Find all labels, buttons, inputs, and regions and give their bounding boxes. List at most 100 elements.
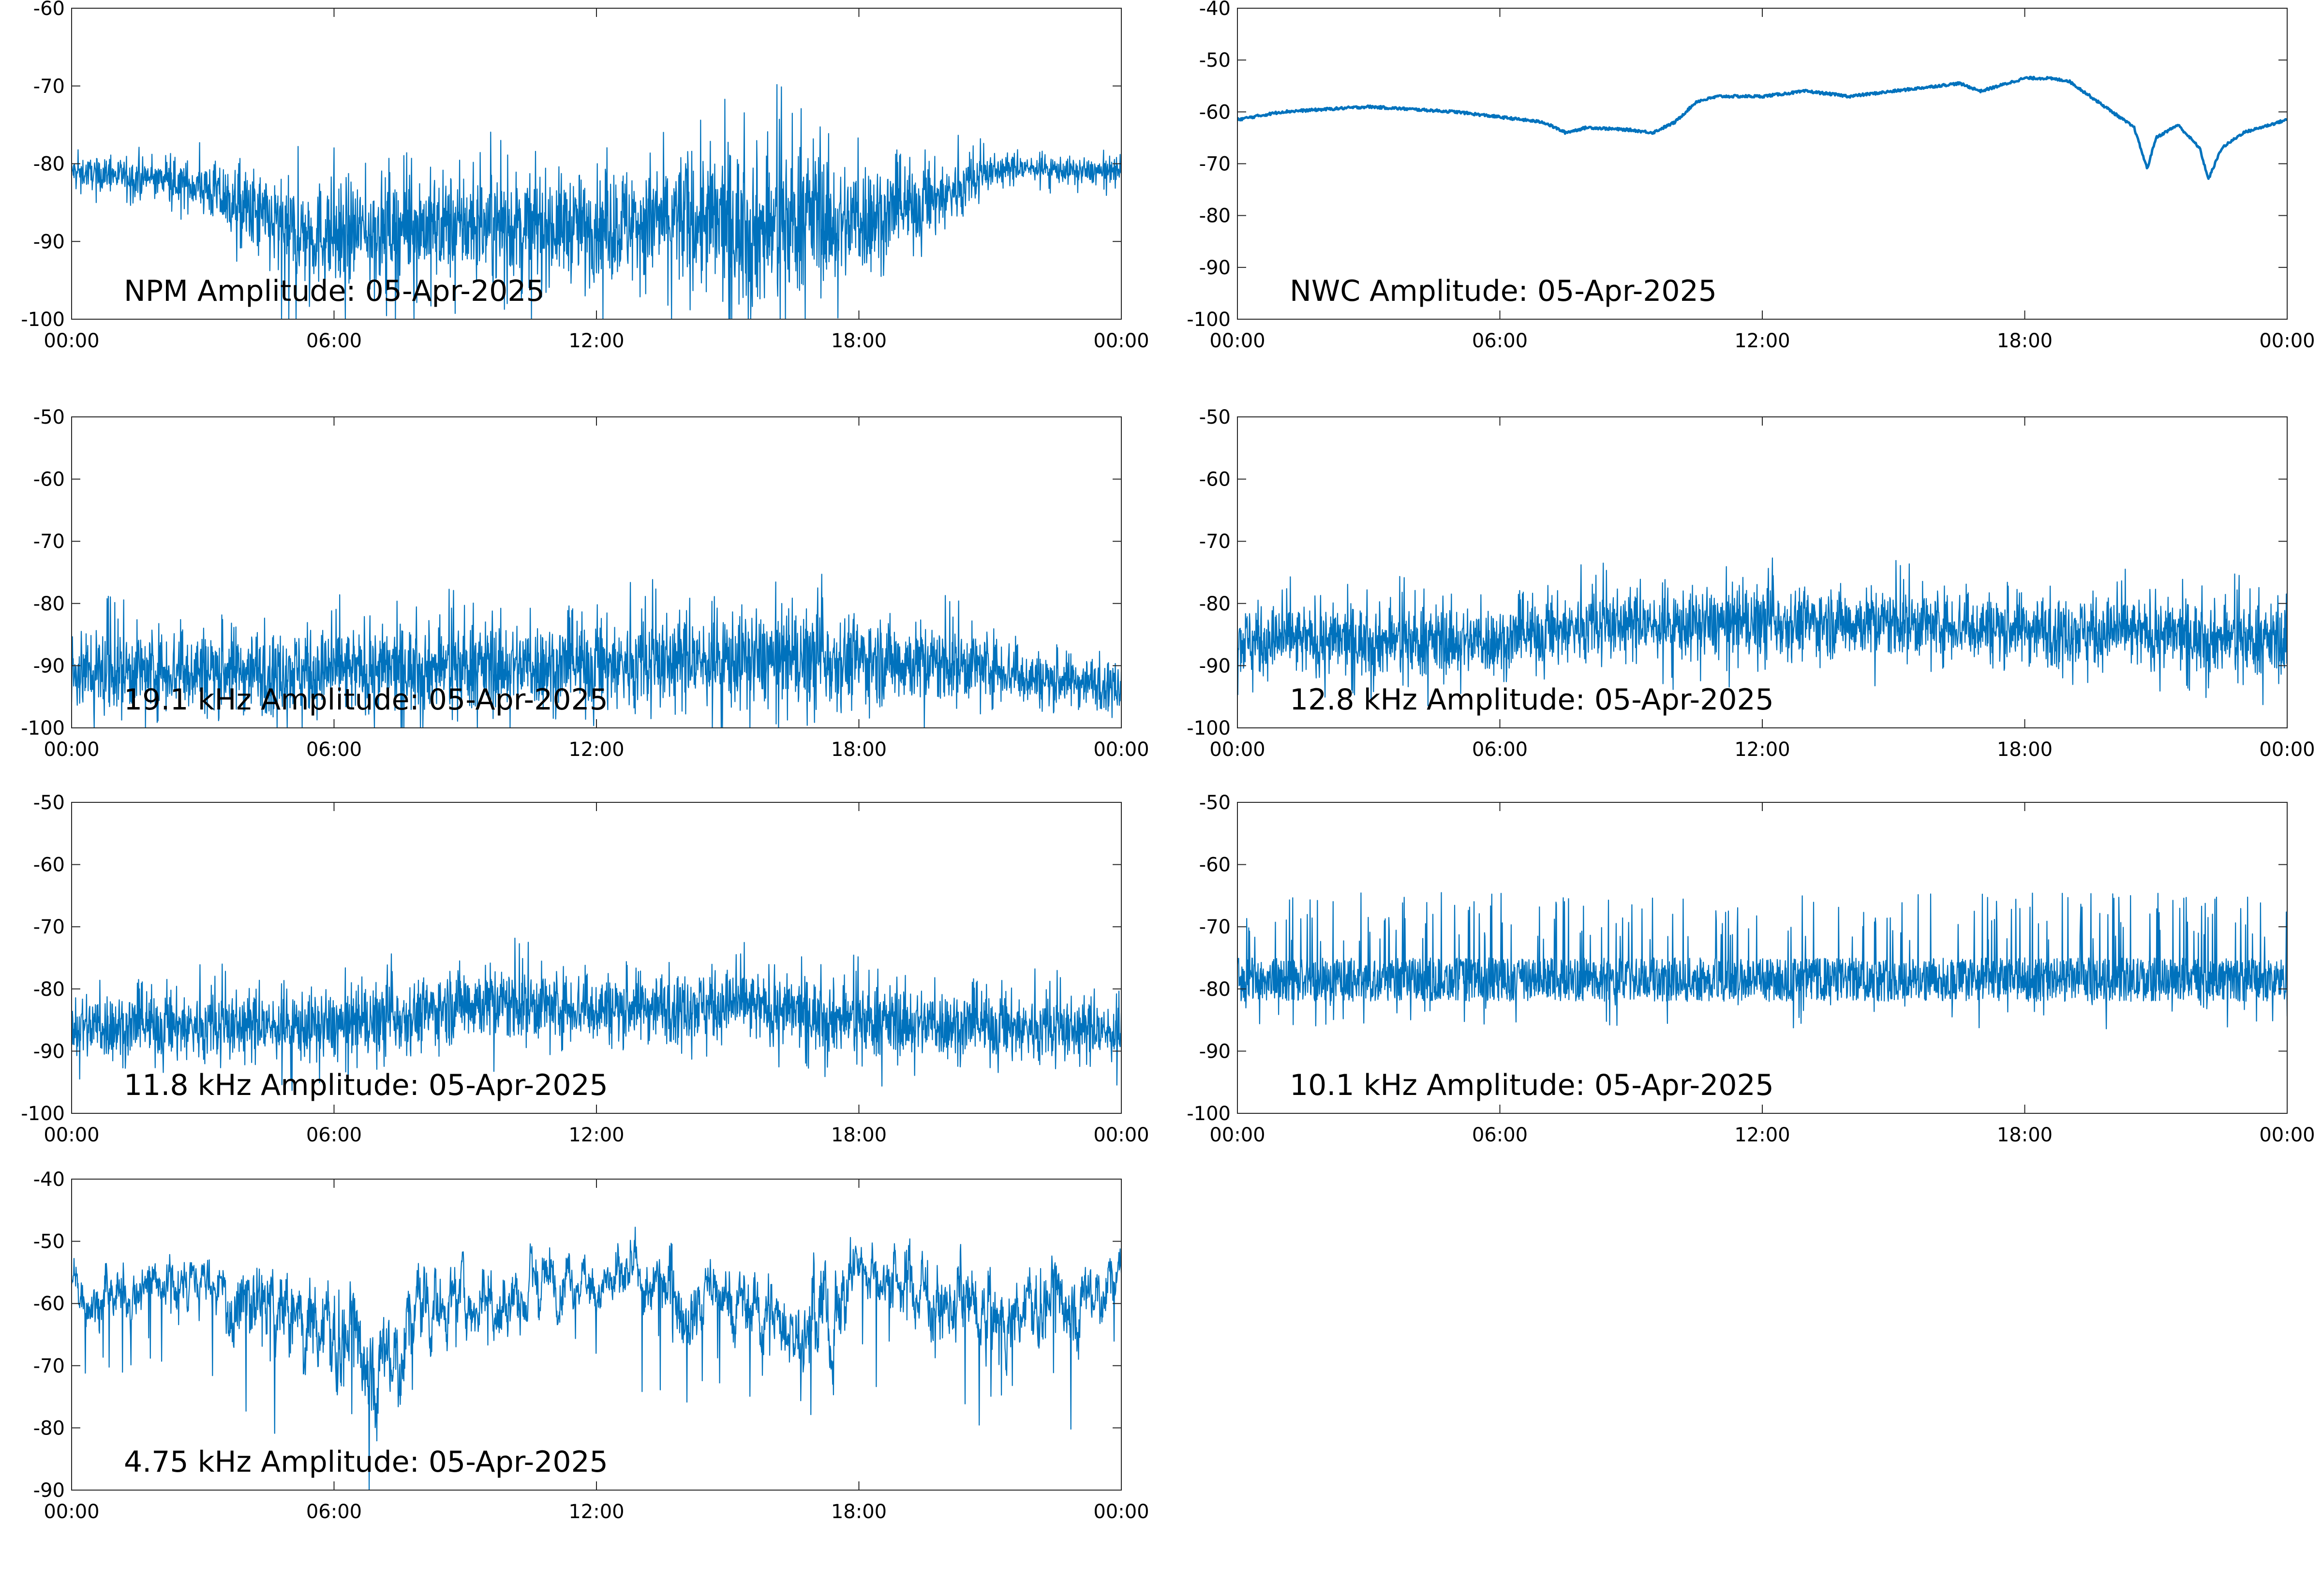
y-tick-label: -60 <box>33 0 65 20</box>
y-tick-label: -100 <box>1187 717 1231 739</box>
x-tick-label: 00:00 <box>2259 739 2315 761</box>
y-tick-label: -60 <box>33 854 65 876</box>
x-tick-label: 06:00 <box>1472 330 1528 352</box>
x-tick-label: 00:00 <box>1093 1124 1149 1146</box>
y-tick-label: -90 <box>1199 655 1231 677</box>
y-tick-label: -50 <box>33 792 65 814</box>
y-tick-label: -70 <box>33 916 65 938</box>
y-tick-label: -50 <box>1199 406 1231 429</box>
chart-panel: 00:00 06:00 12:00 18:00 00:00-100-90-80-70-6… <box>1187 406 2315 761</box>
axes-frame <box>1237 802 2288 1114</box>
y-tick-label: -100 <box>21 1103 65 1125</box>
x-tick-label: 06:00 <box>1472 739 1528 761</box>
y-tick-label: -80 <box>33 1417 65 1439</box>
chart-panel: 00:00 06:00 12:00 18:00 00:00-100-90-80-70-6… <box>21 0 1149 352</box>
y-tick-label: -90 <box>33 231 65 253</box>
x-tick-label: 12:00 <box>568 1501 624 1523</box>
y-tick-label: -60 <box>33 1293 65 1315</box>
x-tick-label: 12:00 <box>568 739 624 761</box>
chart-panel: 00:00 06:00 12:00 18:00 00:00-100-90-80-70-6… <box>1187 0 2315 352</box>
x-tick-label: 00:00 <box>1093 739 1149 761</box>
x-tick-label: 12:00 <box>568 1124 624 1146</box>
y-tick-label: -80 <box>1199 978 1231 1001</box>
x-tick-label: 06:00 <box>306 739 362 761</box>
x-tick-label: 00:00 <box>1093 1501 1149 1523</box>
y-tick-label: -60 <box>1199 101 1231 123</box>
x-tick-label: 18:00 <box>1997 1124 2053 1146</box>
x-tick-label: 00:00 <box>2259 330 2315 352</box>
x-tick-label: 18:00 <box>1997 330 2053 352</box>
axes-frame <box>1237 416 2288 728</box>
x-tick-label: 18:00 <box>1997 739 2053 761</box>
y-tick-label: -100 <box>21 717 65 739</box>
y-tick-label: -60 <box>33 469 65 491</box>
x-tick-label: 18:00 <box>831 1501 887 1523</box>
x-tick-label: 12:00 <box>1734 330 1790 352</box>
y-tick-label: -70 <box>33 75 65 98</box>
x-tick-label: 00:00 <box>2259 1124 2315 1146</box>
series-line <box>1237 892 2287 1030</box>
chart-panel: 00:00 06:00 12:00 18:00 00:00-100-90-80-70-6… <box>1187 792 2315 1146</box>
y-tick-label: -90 <box>1199 1040 1231 1063</box>
x-tick-label: 18:00 <box>831 739 887 761</box>
x-tick-label: 00:00 <box>1209 330 1265 352</box>
y-tick-label: -70 <box>33 531 65 553</box>
y-tick-label: -90 <box>33 1040 65 1063</box>
x-tick-label: 00:00 <box>1093 330 1149 352</box>
chart-panel: 00:00 06:00 12:00 18:00 00:00-90-80-70-60-50… <box>33 1168 1149 1523</box>
y-tick-label: -50 <box>1199 792 1231 814</box>
y-tick-label: -40 <box>33 1168 65 1191</box>
y-tick-label: -100 <box>1187 1103 1231 1125</box>
series-line <box>72 937 1121 1091</box>
y-tick-label: -60 <box>1199 469 1231 491</box>
y-tick-label: -90 <box>33 1479 65 1502</box>
chart-panel: 00:00 06:00 12:00 18:00 00:00-100-90-80-70-6… <box>21 406 1149 761</box>
x-tick-label: 06:00 <box>1472 1124 1528 1146</box>
panel-title: 10.1 kHz Amplitude: 05-Apr-2025 <box>1290 1068 1774 1102</box>
chart-panel: 00:00 06:00 12:00 18:00 00:00-100-90-80-70-6… <box>21 792 1149 1146</box>
x-tick-label: 00:00 <box>44 1501 99 1523</box>
y-tick-label: -80 <box>33 153 65 176</box>
y-tick-label: -70 <box>33 1355 65 1377</box>
panel-title: NWC Amplitude: 05-Apr-2025 <box>1290 274 1717 308</box>
y-tick-label: -80 <box>1199 593 1231 615</box>
series-line <box>1237 557 2287 707</box>
x-tick-label: 00:00 <box>1209 1124 1265 1146</box>
x-tick-label: 00:00 <box>44 1124 99 1146</box>
panel-title: 4.75 kHz Amplitude: 05-Apr-2025 <box>124 1445 608 1479</box>
x-tick-label: 18:00 <box>831 330 887 352</box>
y-tick-label: -60 <box>1199 854 1231 876</box>
x-tick-label: 06:00 <box>306 1124 362 1146</box>
y-tick-label: -40 <box>1199 0 1231 20</box>
panel-title: 19.1 kHz Amplitude: 05-Apr-2025 <box>124 683 608 717</box>
x-tick-label: 00:00 <box>44 739 99 761</box>
y-tick-label: -90 <box>33 655 65 677</box>
y-tick-label: -100 <box>1187 309 1231 331</box>
y-tick-label: -70 <box>1199 916 1231 938</box>
x-tick-label: 12:00 <box>568 330 624 352</box>
y-tick-label: -90 <box>1199 257 1231 279</box>
y-tick-label: -80 <box>1199 205 1231 227</box>
x-tick-label: 00:00 <box>44 330 99 352</box>
y-tick-label: -50 <box>33 1231 65 1253</box>
y-tick-label: -70 <box>1199 531 1231 553</box>
y-tick-label: -100 <box>21 309 65 331</box>
x-tick-label: 00:00 <box>1209 739 1265 761</box>
panel-title: 11.8 kHz Amplitude: 05-Apr-2025 <box>124 1068 608 1102</box>
series-line <box>72 84 1121 319</box>
x-tick-label: 18:00 <box>831 1124 887 1146</box>
x-tick-label: 06:00 <box>306 1501 362 1523</box>
axes-frame <box>1237 8 2288 320</box>
axes-frame <box>71 802 1122 1114</box>
series-line <box>1237 75 2287 180</box>
y-tick-label: -50 <box>33 406 65 429</box>
y-tick-label: -80 <box>33 978 65 1001</box>
panel-title: 12.8 kHz Amplitude: 05-Apr-2025 <box>1290 683 1774 717</box>
x-tick-label: 12:00 <box>1734 1124 1790 1146</box>
y-tick-label: -70 <box>1199 153 1231 176</box>
series-line <box>72 574 1121 728</box>
y-tick-label: -80 <box>33 593 65 615</box>
panel-title: NPM Amplitude: 05-Apr-2025 <box>124 274 545 308</box>
x-tick-label: 12:00 <box>1734 739 1790 761</box>
